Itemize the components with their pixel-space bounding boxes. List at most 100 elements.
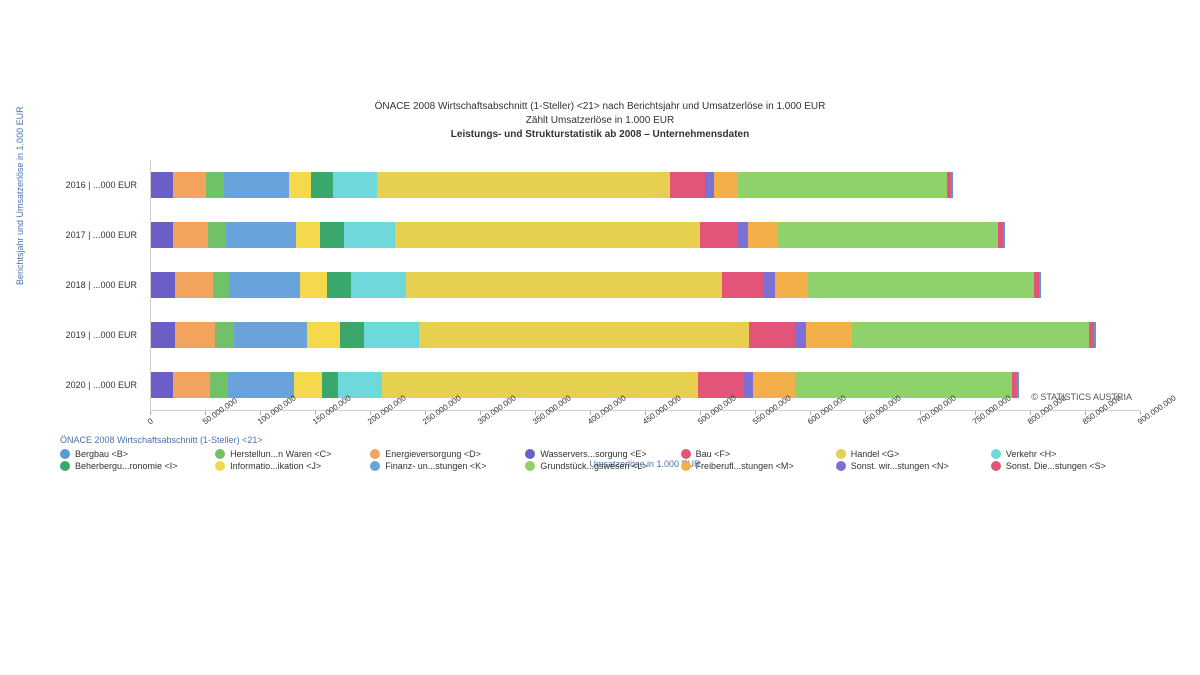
legend-swatch-icon	[991, 461, 1001, 471]
legend-swatch-icon	[681, 449, 691, 459]
bar-segment-I	[322, 372, 337, 398]
bar-segment-L	[778, 222, 998, 248]
bar-segment-K	[230, 272, 300, 298]
bar-segment-M	[714, 172, 738, 198]
y-axis-category-label: 2019 | ...000 EUR	[66, 330, 137, 340]
bar-segment-D	[173, 372, 210, 398]
bar-segment-E	[151, 322, 175, 348]
legend-swatch-icon	[370, 449, 380, 459]
bar-segment-L	[808, 272, 1034, 298]
attribution: © STATISTICS AUSTRIA	[1031, 392, 1132, 402]
bar-segment-F	[700, 222, 737, 248]
legend-item-label: Herstellun...n Waren <C>	[230, 449, 331, 459]
chart-titles: ÖNACE 2008 Wirtschaftsabschnitt (1-Stell…	[60, 100, 1140, 142]
bar-segment-F	[722, 272, 764, 298]
bar-segment-D	[175, 272, 212, 298]
bar-segment-G	[395, 222, 700, 248]
y-axis-category-label: 2018 | ...000 EUR	[66, 280, 137, 290]
bar-segment-B	[1003, 222, 1005, 248]
legend-item-label: Bergbau <B>	[75, 449, 128, 459]
legend-item-label: Bau <F>	[696, 449, 731, 459]
bar-segment-K	[228, 372, 294, 398]
legend-item-label: Verkehr <H>	[1006, 449, 1057, 459]
bar-segment-N	[738, 222, 748, 248]
legend-item: Beherbergu...ronomie <I>	[60, 461, 209, 471]
legend-swatch-icon	[60, 449, 70, 459]
x-axis-tick-label: 900.000.000	[1136, 393, 1178, 426]
legend-item: Energieversorgung <D>	[370, 449, 519, 459]
bar-segment-L	[852, 322, 1089, 348]
chart-title-line3: Leistungs- und Strukturstatistik ab 2008…	[60, 128, 1140, 142]
bar-segment-J	[296, 222, 320, 248]
bar-segment-H	[364, 322, 419, 348]
bar-segment-B	[1039, 272, 1041, 298]
legend-swatch-icon	[836, 449, 846, 459]
y-axis-labels: 2016 | ...000 EUR 2017 | ...000 EUR 2018 |…	[60, 160, 145, 410]
chart-title-line1: ÖNACE 2008 Wirtschaftsabschnitt (1-Stell…	[60, 100, 1140, 114]
y-axis-category-label: 2020 | ...000 EUR	[66, 380, 137, 390]
x-axis-tick-label: 0	[146, 416, 155, 426]
bar-segment-E	[151, 272, 175, 298]
bar-segment-K	[234, 322, 307, 348]
bar-segment-G	[377, 172, 669, 198]
bar-segment-J	[307, 322, 340, 348]
y-axis-category-label: 2016 | ...000 EUR	[66, 180, 137, 190]
bar-segment-K	[226, 222, 296, 248]
legend-swatch-icon	[991, 449, 1001, 459]
bar-row	[151, 172, 1140, 198]
legend-item: Verkehr <H>	[991, 449, 1140, 459]
legend-item: Herstellun...n Waren <C>	[215, 449, 364, 459]
legend-item: Bau <F>	[681, 449, 830, 459]
bar-segment-E	[151, 172, 173, 198]
bar-segment-J	[300, 272, 326, 298]
bar-segment-N	[705, 172, 714, 198]
bar-segment-F	[670, 172, 705, 198]
legend-grid: Bergbau <B> Herstellun...n Waren <C> Energ…	[60, 449, 1140, 471]
bar-segment-I	[311, 172, 333, 198]
bar-segment-H	[333, 172, 377, 198]
y-axis-category-label: 2017 | ...000 EUR	[66, 230, 137, 240]
legend-item: Bergbau <B>	[60, 449, 209, 459]
bar-segment-J	[289, 172, 311, 198]
bar-segment-E	[151, 372, 173, 398]
bar-row	[151, 222, 1140, 248]
legend-title: ÖNACE 2008 Wirtschaftsabschnitt (1-Stell…	[60, 435, 1140, 445]
legend-item: Grundstück...gswesen <L>	[525, 461, 674, 471]
legend-item-label: Sonst. Die...stungen <S>	[1006, 461, 1106, 471]
legend: ÖNACE 2008 Wirtschaftsabschnitt (1-Stell…	[60, 435, 1140, 471]
chart-title-line2: Zählt Umsatzerlöse in 1.000 EUR	[60, 114, 1140, 128]
x-axis-tick	[150, 411, 151, 415]
legend-item-label: Finanz- un...stungen <K>	[385, 461, 486, 471]
bar-segment-I	[320, 222, 344, 248]
legend-item: Wasservers...sorgung <E>	[525, 449, 674, 459]
bar-segment-B	[1017, 372, 1019, 398]
legend-item-label: Sonst. wir...stungen <N>	[851, 461, 949, 471]
legend-swatch-icon	[215, 449, 225, 459]
bar-segment-N	[764, 272, 775, 298]
legend-item-label: Informatio...ikation <J>	[230, 461, 321, 471]
bar-segment-G	[382, 372, 698, 398]
legend-swatch-icon	[681, 461, 691, 471]
legend-swatch-icon	[215, 461, 225, 471]
bar-segment-B	[951, 172, 953, 198]
bar-row	[151, 322, 1140, 348]
bar-segment-I	[327, 272, 351, 298]
bar-segment-M	[775, 272, 808, 298]
bar-segment-I	[340, 322, 364, 348]
legend-swatch-icon	[525, 461, 535, 471]
bar-segment-J	[294, 372, 323, 398]
legend-item-label: Freiberufl...stungen <M>	[696, 461, 794, 471]
bar-segment-H	[344, 222, 395, 248]
chart-container: ÖNACE 2008 Wirtschaftsabschnitt (1-Stell…	[60, 100, 1140, 410]
legend-swatch-icon	[60, 461, 70, 471]
bar-segment-D	[175, 322, 215, 348]
bar-segment-N	[744, 372, 753, 398]
bar-segment-E	[151, 222, 173, 248]
bar-segment-L	[795, 372, 1013, 398]
bar-segment-M	[748, 222, 779, 248]
plot-area: Berichtsjahr und Umsatzerlöse in 1.000 E…	[60, 160, 1140, 410]
bar-segment-L	[738, 172, 947, 198]
legend-item: Freiberufl...stungen <M>	[681, 461, 830, 471]
bar-segment-F	[749, 322, 795, 348]
legend-item-label: Grundstück...gswesen <L>	[540, 461, 647, 471]
